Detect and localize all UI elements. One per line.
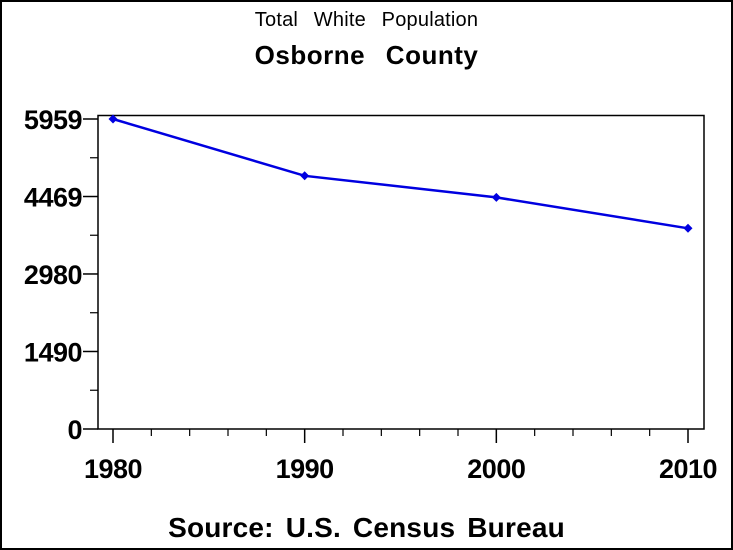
- data-point-marker: [108, 114, 118, 124]
- y-tick-label: 4469: [24, 183, 83, 213]
- x-tick-label: 2010: [659, 454, 717, 484]
- y-tick-label: 5959: [24, 105, 83, 135]
- y-tick-label: 0: [67, 415, 82, 445]
- x-tick-label: 1990: [276, 454, 334, 484]
- x-tick-label: 2000: [467, 454, 525, 484]
- data-point-marker: [300, 171, 310, 181]
- x-tick-label: 1980: [84, 454, 142, 484]
- y-tick-label: 2980: [24, 260, 82, 290]
- data-point-marker: [683, 223, 693, 233]
- source-note: Source: U.S. Census Bureau: [168, 512, 565, 543]
- y-tick-label: 1490: [24, 337, 82, 367]
- data-point-marker: [491, 192, 501, 202]
- chart-title: Total White Population: [254, 9, 479, 31]
- data-line: [112, 117, 689, 230]
- plot-frame: [97, 114, 705, 430]
- chart-subtitle: Osborne County: [254, 40, 479, 70]
